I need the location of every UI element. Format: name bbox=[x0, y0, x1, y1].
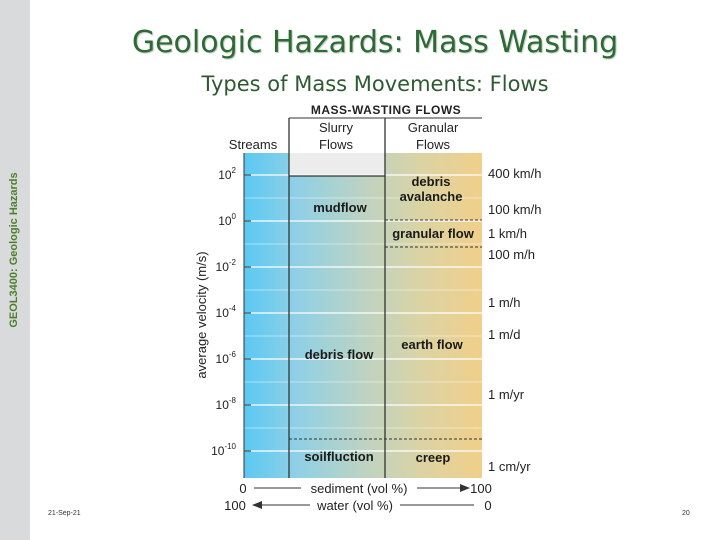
speed-label: 1 m/yr bbox=[488, 387, 525, 402]
y-axis-ticks bbox=[244, 174, 251, 452]
minor-gridlines bbox=[244, 197, 482, 429]
sediment-label: sediment (vol %) bbox=[311, 481, 408, 496]
label-creep: creep bbox=[416, 450, 451, 465]
y-tick-labels: 102 100 10-2 10-4 10-6 10-8 10-10 bbox=[211, 166, 236, 458]
column-granular-line2: Flows bbox=[416, 137, 450, 152]
speed-label: 1 km/h bbox=[488, 226, 527, 241]
y-tick-label: 10-4 bbox=[216, 304, 237, 320]
column-granular-line1: Granular bbox=[408, 120, 459, 135]
label-debris-avalanche-line1: debris bbox=[411, 174, 450, 189]
speed-label: 100 m/h bbox=[488, 247, 535, 262]
gridlines bbox=[244, 174, 482, 452]
y-tick-label: 10-2 bbox=[216, 258, 237, 274]
footer-date: 21-Sep-21 bbox=[48, 510, 81, 517]
y-tick-label: 102 bbox=[218, 166, 236, 182]
speed-label: 1 m/d bbox=[488, 327, 521, 342]
y-tick-label: 10-8 bbox=[216, 396, 237, 412]
slide-subtitle: Types of Mass Movements: Flows bbox=[201, 72, 549, 96]
label-debris-avalanche-line2: avalanche bbox=[400, 189, 463, 204]
label-debris-flow: debris flow bbox=[305, 347, 375, 362]
y-axis-label: average velocity (m/s) bbox=[194, 251, 209, 378]
left-sidebar-strip bbox=[0, 0, 30, 540]
sediment-arrowhead bbox=[460, 484, 470, 492]
column-slurry-line1: Slurry bbox=[319, 120, 353, 135]
column-slurry-line2: Flows bbox=[319, 137, 353, 152]
sediment-max: 100 bbox=[470, 481, 492, 496]
speed-label: 100 km/h bbox=[488, 202, 541, 217]
diagram-header: MASS-WASTING FLOWS bbox=[311, 103, 461, 117]
footer-page-number: 20 bbox=[682, 510, 690, 517]
slide-title: Geologic Hazards: Mass Wasting bbox=[131, 25, 619, 60]
water-min: 100 bbox=[224, 498, 246, 513]
speed-labels: 400 km/h 100 km/h 1 km/h 100 m/h 1 m/h 1 m/d 1… bbox=[488, 166, 541, 474]
column-streams: Streams bbox=[229, 137, 278, 152]
water-label: water (vol %) bbox=[316, 498, 393, 513]
y-tick-label: 100 bbox=[218, 212, 236, 228]
slurry-empty-region bbox=[289, 153, 385, 176]
y-tick-label: 10-6 bbox=[216, 350, 237, 366]
label-earth-flow: earth flow bbox=[401, 337, 463, 352]
speed-label: 1 cm/yr bbox=[488, 459, 531, 474]
y-tick-label: 10-10 bbox=[211, 442, 236, 458]
label-mudflow: mudflow bbox=[313, 200, 367, 215]
water-arrowhead bbox=[252, 501, 262, 509]
dashed-boundaries bbox=[289, 219, 482, 440]
speed-label: 1 m/h bbox=[488, 295, 521, 310]
water-max: 0 bbox=[484, 498, 491, 513]
velocity-panel bbox=[244, 153, 482, 478]
speed-label: 400 km/h bbox=[488, 166, 541, 181]
label-solifluction: soilfluction bbox=[304, 449, 373, 464]
label-granular-flow: granular flow bbox=[392, 226, 475, 241]
sediment-min: 0 bbox=[239, 481, 246, 496]
